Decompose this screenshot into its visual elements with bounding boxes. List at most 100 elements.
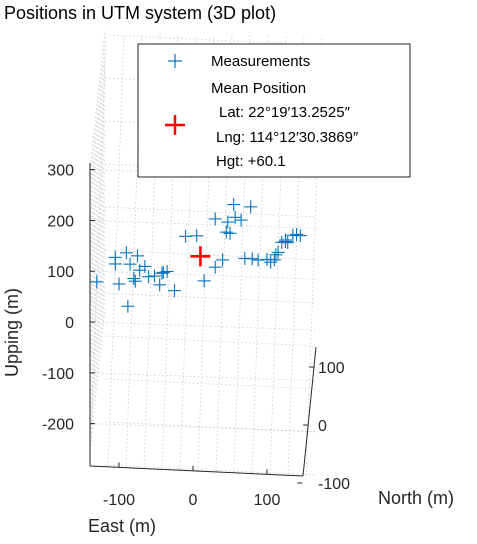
- legend-hgt-line: Hgt: +60.1: [216, 153, 286, 170]
- grid-line: [269, 34, 287, 475]
- grid-line: [104, 206, 317, 218]
- grid-line: [89, 194, 106, 335]
- measurement-point: [197, 274, 211, 288]
- measurement-point: [293, 229, 307, 243]
- measurement-point: [251, 253, 265, 267]
- measurement-point: [234, 213, 248, 227]
- data-points: [90, 198, 307, 313]
- x-tick-label: 0: [189, 492, 198, 509]
- measurement-point: [244, 200, 258, 214]
- grid-line: [89, 169, 106, 310]
- measurement-point: [121, 299, 135, 313]
- measurement-point: [160, 264, 174, 278]
- grid-line: [89, 181, 106, 323]
- measurement-point: [119, 246, 133, 260]
- measurement-point: [208, 260, 222, 274]
- x-tick-label: 100: [254, 492, 281, 509]
- grid-line: [104, 34, 317, 46]
- measurement-point: [138, 259, 152, 273]
- x-ticks: -100 0 100: [103, 462, 280, 509]
- grid-line: [89, 296, 106, 437]
- z-tick-label: 100: [47, 264, 74, 281]
- grid-line: [89, 156, 106, 297]
- grid-line: [89, 131, 106, 272]
- x-axis-label: East (m): [88, 516, 156, 536]
- measurement-point: [156, 265, 170, 279]
- measurement-point: [128, 274, 142, 288]
- legend-mean-marker: [165, 115, 185, 135]
- grid-line: [89, 283, 106, 424]
- grid-line: [89, 220, 106, 361]
- measurement-point: [269, 248, 283, 262]
- grid-line: [89, 42, 106, 183]
- measurement-point: [108, 257, 122, 271]
- grid-line: [104, 335, 317, 347]
- legend-mean-label: Mean Position: [211, 80, 306, 97]
- measurement-point: [142, 270, 156, 284]
- measurement-point: [148, 269, 162, 283]
- grid-line: [89, 372, 317, 382]
- measurement-point: [227, 198, 241, 212]
- grid-line: [89, 67, 106, 208]
- grid-line: [104, 378, 317, 390]
- measurement-point: [221, 215, 235, 229]
- legend-lng-line: Lng: 114°12′30.3869″: [216, 129, 359, 146]
- measurement-point: [271, 245, 285, 259]
- measurement-point: [90, 275, 104, 289]
- measurement-point: [208, 212, 222, 226]
- measurement-point: [168, 284, 181, 298]
- z-tick-label: -100: [42, 366, 74, 383]
- z-tick-label: 200: [47, 213, 74, 230]
- grid-line: [89, 270, 317, 280]
- legend-lat-line: Lat: 22°19′13.2525″: [219, 104, 351, 121]
- grid-line: [89, 118, 106, 259]
- measurement-point: [264, 255, 278, 269]
- legend-measurements-label: Measurements: [211, 53, 310, 70]
- measurement-point: [155, 266, 169, 280]
- measurement-point: [127, 272, 141, 286]
- grid-line: [161, 34, 179, 470]
- y-axis-line: [302, 346, 317, 477]
- z-axis-label: Upping (m): [2, 288, 22, 377]
- measurement-point: [281, 236, 295, 250]
- legend: Measurements Mean Position Lat: 22°19′13…: [137, 43, 411, 178]
- grid-line: [89, 93, 106, 234]
- axes: [89, 163, 317, 477]
- x-axis-line: [89, 465, 304, 477]
- grid-line: [305, 34, 323, 476]
- measurement-point: [179, 229, 193, 243]
- grid-line: [197, 34, 215, 471]
- measurement-point: [267, 253, 281, 267]
- grid-line: [89, 143, 106, 284]
- legend-measurements-marker: [168, 54, 182, 68]
- grid-line: [89, 423, 317, 432]
- grid-line: [104, 249, 317, 261]
- measurement-point: [223, 226, 237, 240]
- measurement-point: [112, 277, 126, 291]
- y-tick-label: -100: [318, 476, 350, 493]
- z-tick-label: 0: [65, 315, 74, 332]
- measurement-point: [228, 210, 242, 224]
- y-tick-label: 100: [318, 360, 345, 377]
- measurement-point: [290, 227, 304, 241]
- measurement-point: [131, 249, 144, 263]
- measurement-point: [245, 252, 259, 266]
- measurement-point: [153, 278, 167, 292]
- measurement-point: [216, 253, 230, 267]
- y-tick-label: 0: [318, 418, 327, 435]
- y-ticks: 100 0 -100: [297, 360, 350, 493]
- x-tick-label: -100: [103, 492, 135, 509]
- grid-line: [89, 80, 106, 221]
- grid-line: [89, 270, 106, 411]
- measurement-point: [190, 229, 204, 243]
- grid-line: [104, 421, 317, 433]
- z-tick-label: -200: [42, 417, 74, 434]
- z-ticks: 300 200 100 0 -100 -200: [42, 163, 95, 434]
- z-tick-label: 300: [47, 163, 74, 180]
- mean-position-marker: [190, 246, 211, 267]
- grid-line: [179, 34, 197, 471]
- grid-line: [89, 29, 106, 170]
- grid-line: [89, 245, 106, 386]
- legend-box: [137, 43, 411, 178]
